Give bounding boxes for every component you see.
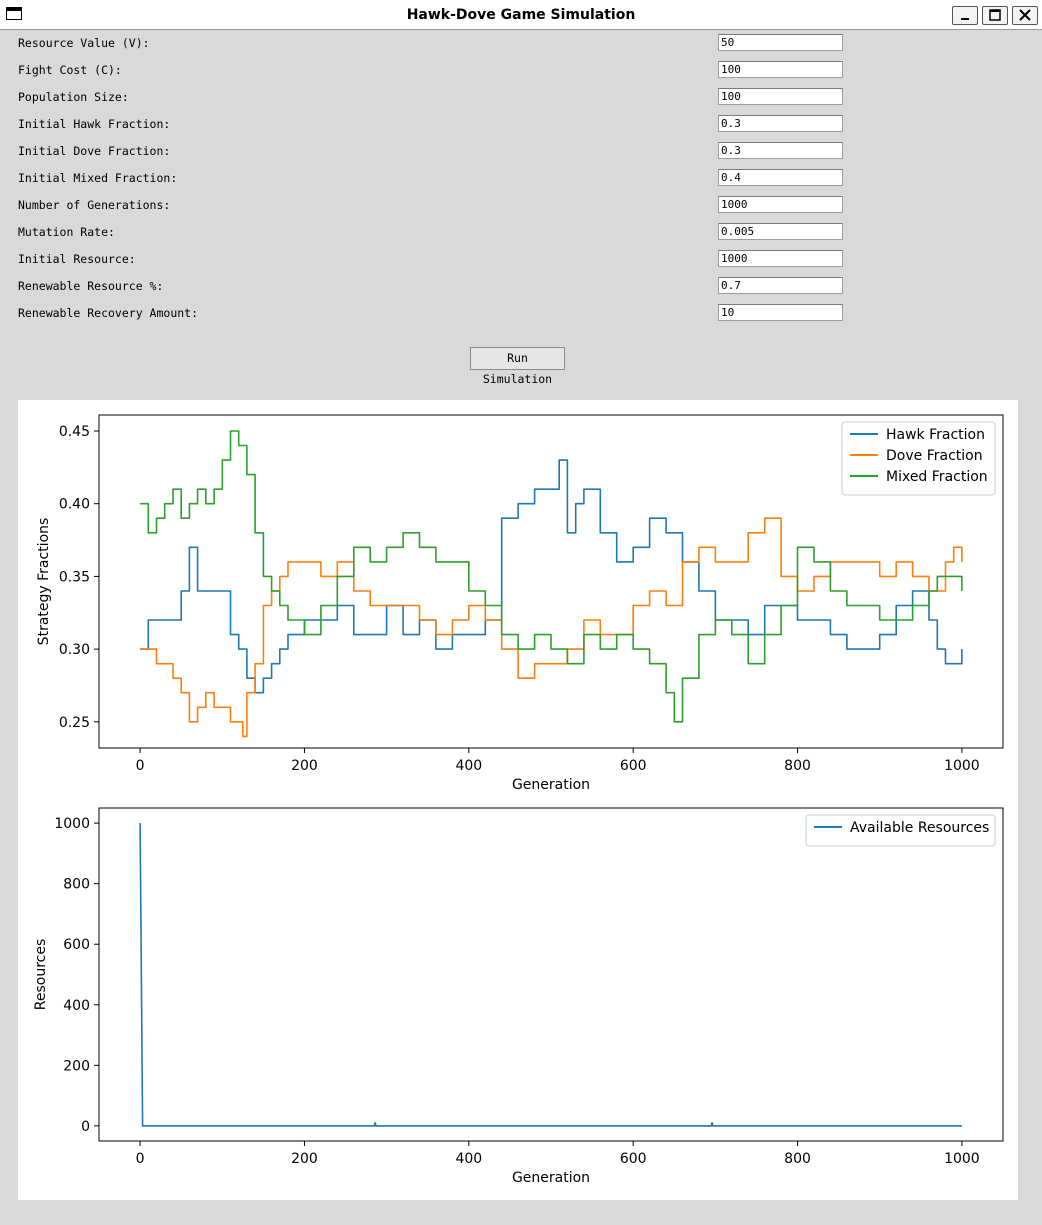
x-axis-label: Generation	[512, 1170, 590, 1186]
x-tick-label: 0	[136, 1151, 145, 1167]
number-of-generations-input[interactable]	[718, 196, 843, 213]
legend: Available Resources	[805, 814, 996, 847]
y-axis-label: Resources	[33, 939, 49, 1011]
series-line-available-resources	[139, 823, 962, 1127]
series-line-mixed-fraction	[140, 430, 963, 723]
x-tick-label: 800	[784, 1151, 811, 1167]
renewable-resource-label: Renewable Resource %:	[18, 279, 164, 293]
fight-cost-label: Fight Cost (C):	[18, 63, 122, 77]
window-title: Hawk-Dove Game Simulation	[406, 7, 636, 23]
legend-label: Hawk Fraction	[886, 427, 985, 443]
chart-canvas: 0 200 400 600 800 1000 0.25 0.30 0.35 0.40 0.45 Gen…	[33, 414, 1004, 1186]
resource-value-label: Resource Value (V):	[18, 36, 150, 50]
x-tick-label: 1000	[944, 1151, 980, 1167]
initial-mixed-fraction-input[interactable]	[718, 169, 843, 186]
mutation-rate-label: Mutation Rate:	[18, 225, 115, 239]
title-bar: Hawk-Dove Game Simulation	[0, 0, 1042, 30]
run-simulation-button[interactable]: Run Simulation	[470, 347, 565, 386]
y-tick-label: 600	[63, 937, 90, 953]
x-tick-label: 400	[455, 1151, 482, 1167]
y-tick-label: 0.25	[59, 715, 90, 731]
resource-value-input[interactable]	[718, 34, 843, 51]
chart-1: 0 200 400 600 800 1000 0.25 0.30 0.35 0.40 0.45 Gen…	[36, 414, 1004, 793]
minimize-button[interactable]	[952, 6, 978, 25]
x-tick-label: 200	[291, 1151, 318, 1167]
initial-mixed-fraction-label: Initial Mixed Fraction:	[18, 171, 178, 185]
x-tick-label: 1000	[944, 758, 980, 774]
x-tick-label: 0	[136, 758, 145, 774]
population-size-input[interactable]	[718, 88, 843, 105]
maximize-icon	[989, 9, 1001, 21]
series-line-dove-fraction	[140, 517, 963, 738]
close-icon	[1019, 9, 1031, 21]
y-tick-label: 0.40	[59, 497, 90, 513]
y-tick-label: 200	[63, 1058, 90, 1074]
chart-figure: 0 200 400 600 800 1000 0.25 0.30 0.35 0.40 0.45 Gen…	[18, 400, 1018, 1200]
legend-label: Mixed Fraction	[886, 469, 988, 485]
plot-frame	[98, 807, 1004, 1142]
y-tick-label: 400	[63, 998, 90, 1014]
series-line-hawk-fraction	[140, 459, 963, 694]
population-size-label: Population Size:	[18, 90, 129, 104]
number-of-generations-label: Number of Generations:	[18, 198, 171, 212]
maximize-button[interactable]	[982, 6, 1008, 25]
fight-cost-input[interactable]	[718, 61, 843, 78]
legend-box	[841, 421, 996, 496]
initial-dove-fraction-input[interactable]	[718, 142, 843, 159]
minimize-icon	[961, 18, 969, 20]
initial-hawk-fraction-input[interactable]	[718, 115, 843, 132]
y-tick-label: 0.45	[59, 424, 90, 440]
chart-2: 0 200 400 600 800 1000 0 200 400 600 800 1000 Genera…	[33, 807, 1004, 1186]
y-tick-label: 0.35	[59, 569, 90, 585]
initial-hawk-fraction-label: Initial Hawk Fraction:	[18, 117, 171, 131]
renewable-recovery-input[interactable]	[718, 304, 843, 321]
initial-dove-fraction-label: Initial Dove Fraction:	[18, 144, 171, 158]
initial-resource-input[interactable]	[718, 250, 843, 267]
x-tick-label: 600	[620, 758, 647, 774]
y-tick-label: 800	[63, 877, 90, 893]
window-icon[interactable]	[6, 7, 22, 20]
y-tick-label: 0.30	[59, 642, 90, 658]
y-axis-label: Strategy Fractions	[36, 518, 52, 646]
renewable-recovery-label: Renewable Recovery Amount:	[18, 306, 199, 320]
legend-box	[805, 814, 996, 847]
legend: Hawk Fraction Dove Fraction Mixed Fraction	[841, 421, 996, 496]
x-axis-label: Generation	[512, 777, 590, 793]
close-button[interactable]	[1012, 6, 1038, 25]
initial-resource-label: Initial Resource:	[18, 252, 136, 266]
mutation-rate-input[interactable]	[718, 223, 843, 240]
renewable-resource-input[interactable]	[718, 277, 843, 294]
x-tick-label: 400	[455, 758, 482, 774]
x-tick-label: 800	[784, 758, 811, 774]
legend-label: Available Resources	[850, 820, 989, 836]
y-tick-label: 1000	[54, 816, 90, 832]
plot-frame	[98, 414, 1004, 749]
y-tick-label: 0	[81, 1119, 90, 1135]
x-tick-label: 600	[620, 1151, 647, 1167]
x-tick-label: 200	[291, 758, 318, 774]
legend-label: Dove Fraction	[886, 448, 983, 464]
